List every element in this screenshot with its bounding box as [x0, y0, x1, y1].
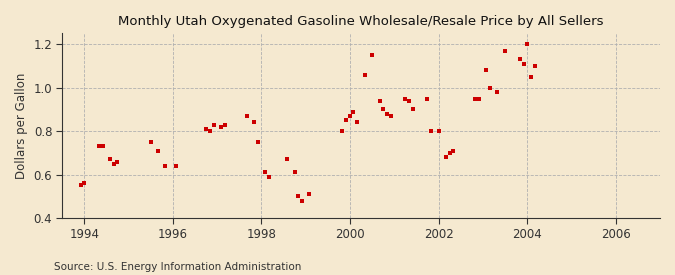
Point — [485, 86, 495, 90]
Point — [522, 42, 533, 46]
Point — [97, 144, 108, 148]
Point — [281, 157, 292, 161]
Point — [514, 57, 525, 62]
Point — [359, 72, 370, 77]
Point — [93, 144, 104, 148]
Point — [441, 155, 452, 160]
Point — [492, 90, 503, 94]
Point — [385, 114, 396, 118]
Point — [422, 96, 433, 101]
Point — [481, 68, 492, 73]
Point — [470, 96, 481, 101]
Point — [293, 194, 304, 199]
Point — [75, 183, 86, 188]
Point — [404, 98, 414, 103]
Point — [200, 127, 211, 131]
Point — [215, 125, 226, 129]
Point — [153, 148, 163, 153]
Point — [529, 64, 540, 68]
Point — [109, 161, 119, 166]
Text: Source: U.S. Energy Information Administration: Source: U.S. Energy Information Administ… — [54, 262, 301, 272]
Point — [374, 98, 385, 103]
Point — [337, 129, 348, 133]
Point — [208, 122, 219, 127]
Point — [352, 120, 363, 125]
Point — [259, 170, 270, 175]
Point — [219, 122, 230, 127]
Point — [252, 140, 263, 144]
Point — [448, 148, 458, 153]
Point — [367, 53, 377, 57]
Point — [474, 96, 485, 101]
Point — [433, 129, 444, 133]
Point — [171, 164, 182, 168]
Point — [304, 192, 315, 196]
Point — [112, 159, 123, 164]
Point — [381, 112, 392, 116]
Point — [518, 62, 529, 66]
Point — [378, 107, 389, 112]
Point — [408, 107, 418, 112]
Point — [344, 114, 355, 118]
Title: Monthly Utah Oxygenated Gasoline Wholesale/Resale Price by All Sellers: Monthly Utah Oxygenated Gasoline Wholesa… — [118, 15, 603, 28]
Point — [263, 175, 274, 179]
Point — [79, 181, 90, 185]
Point — [204, 129, 215, 133]
Point — [105, 157, 115, 161]
Point — [242, 114, 252, 118]
Point — [145, 140, 156, 144]
Point — [297, 199, 308, 203]
Point — [160, 164, 171, 168]
Point — [341, 118, 352, 122]
Point — [444, 151, 455, 155]
Point — [348, 109, 359, 114]
Point — [400, 96, 410, 101]
Point — [426, 129, 437, 133]
Point — [525, 75, 536, 79]
Y-axis label: Dollars per Gallon: Dollars per Gallon — [15, 73, 28, 179]
Point — [500, 48, 510, 53]
Point — [289, 170, 300, 175]
Point — [248, 120, 259, 125]
